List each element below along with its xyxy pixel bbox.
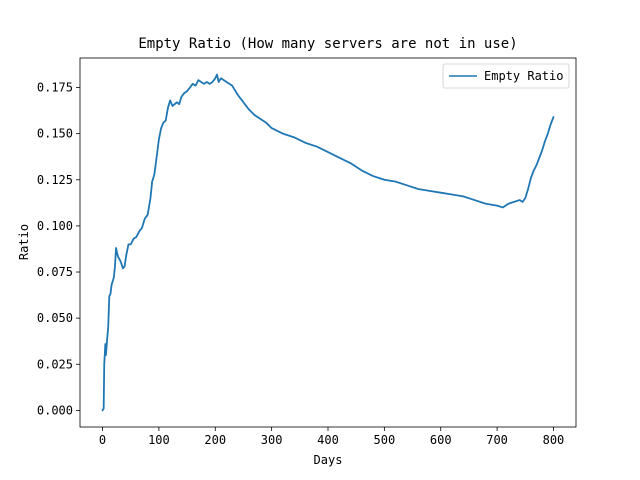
x-tick-label: 400 <box>317 433 339 447</box>
y-tick-label: 0.000 <box>37 403 73 417</box>
x-axis: 0 100 200 300 400 500 600 700 800 <box>99 427 564 447</box>
legend-box <box>442 63 570 89</box>
x-tick-label: 800 <box>543 433 565 447</box>
y-axis: 0.000 0.025 0.050 0.075 0.100 0.125 0.150 0.175 <box>37 81 80 417</box>
y-tick-label: 0.175 <box>37 81 73 95</box>
x-tick-label: 500 <box>374 433 396 447</box>
series-layer <box>101 73 555 412</box>
x-tick-label: 600 <box>430 433 452 447</box>
legend-label: Empty Ratio <box>484 69 563 83</box>
y-tick-label: 0.025 <box>37 357 73 371</box>
x-tick-label: 700 <box>486 433 508 447</box>
x-tick-label: 0 <box>99 433 106 447</box>
series-line-empty-ratio <box>101 73 555 412</box>
chart-title: Empty Ratio (How many servers are not in… <box>138 36 517 52</box>
y-tick-label: 0.075 <box>37 265 73 279</box>
legend: Empty Ratio <box>442 63 570 89</box>
y-tick-label: 0.150 <box>37 127 73 141</box>
x-tick-label: 200 <box>204 433 226 447</box>
y-axis-label: Ratio <box>17 224 31 260</box>
x-tick-label: 300 <box>261 433 283 447</box>
x-tick-label: 100 <box>148 433 170 447</box>
y-tick-label: 0.100 <box>37 219 73 233</box>
x-axis-label: Days <box>314 453 343 467</box>
y-tick-label: 0.050 <box>37 311 73 325</box>
y-tick-label: 0.125 <box>37 173 73 187</box>
